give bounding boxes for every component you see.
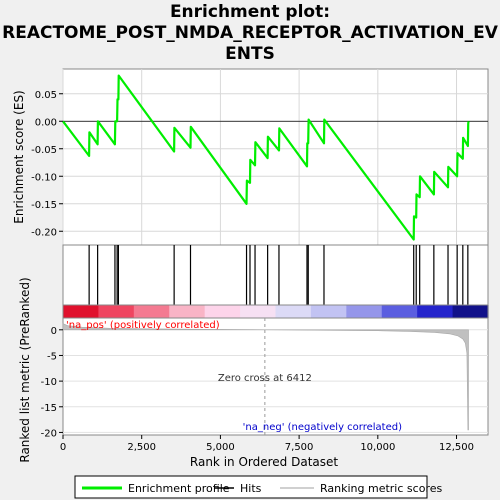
hits-panel: [62, 244, 489, 306]
rank-y-axis-label: Ranked list metric (PreRanked): [18, 277, 32, 462]
es-y-tick-label: 0.05: [35, 90, 57, 101]
es-y-tick-label: 0.00: [35, 117, 57, 128]
x-tick-label: 10,000: [360, 442, 395, 453]
heatmap-cell: [275, 305, 312, 318]
rank-y-tick-label: -5: [47, 351, 57, 362]
title-line-3: ENTS: [225, 44, 275, 64]
legend-box: [74, 475, 428, 499]
rank-y-tick-label: 0: [51, 326, 57, 337]
legend-label: Ranking metric scores: [320, 482, 442, 495]
es-y-axis: 0.05 0.00 -0.05 -0.10 -0.15 -0.20: [31, 90, 63, 238]
negative-correlation-label: 'na_neg' (negatively correlated): [243, 422, 402, 433]
heatmap-cell: [417, 305, 454, 318]
heatmap-cell: [310, 305, 347, 318]
heatmap-cell: [381, 305, 418, 318]
es-y-tick-label: -0.15: [31, 200, 57, 211]
heatmap-bar: [62, 304, 489, 319]
rank-y-tick-label: -20: [41, 428, 57, 439]
x-axis: 0 2,500 5,000 7,500 10,000 12,500: [60, 435, 474, 453]
x-tick-label: 0: [60, 442, 66, 453]
heatmap-cell: [169, 305, 206, 318]
hit-lines: [88, 245, 469, 305]
legend: Enrichment profile Hits Ranking metric sco…: [74, 475, 442, 499]
enrichment-profile-line: [62, 74, 470, 241]
es-y-tick-label: -0.10: [31, 172, 57, 183]
title-line-2: REACTOME_POST_NMDA_RECEPTOR_ACTIVATION_E…: [2, 23, 498, 43]
title-line-1: Enrichment plot:: [169, 2, 331, 22]
zero-cross-label: Zero cross at 6412: [218, 373, 312, 384]
positive-correlation-label: 'na_pos' (positively correlated): [66, 320, 220, 331]
heatmap-cell: [240, 305, 277, 318]
rank-panel: 'na_pos' (positively correlated) Zero cr…: [18, 277, 489, 463]
rank-y-axis: 0 -5 -10 -15 -20: [41, 326, 63, 439]
es-panel: 0.05 0.00 -0.05 -0.10 -0.15 -0.20 Enrichment …: [12, 68, 489, 246]
page-title: Enrichment plot: REACTOME_POST_NMDA_RECE…: [0, 2, 500, 65]
heatmap-cell: [452, 305, 489, 318]
es-y-tick-label: -0.20: [31, 227, 57, 238]
x-tick-label: 12,500: [439, 442, 474, 453]
heatmap-cell: [63, 305, 100, 318]
heatmap-cell: [204, 305, 241, 318]
es-y-tick-label: -0.05: [31, 145, 57, 156]
es-y-axis-label: Enrichment score (ES): [12, 90, 26, 223]
rank-y-tick-label: -15: [41, 403, 57, 414]
legend-label: Hits: [240, 482, 262, 495]
heatmap-cell: [346, 305, 383, 318]
x-tick-label: 7,500: [285, 442, 314, 453]
es-plot-area: [62, 68, 489, 246]
rank-y-tick-label: -10: [41, 377, 57, 388]
x-tick-label: 5,000: [206, 442, 235, 453]
heatmap-cell: [98, 305, 135, 318]
heatmap-cell: [133, 305, 170, 318]
ranking-metric-area: [62, 323, 469, 431]
x-axis-label: Rank in Ordered Dataset: [190, 455, 338, 469]
hits-plot-area: [62, 244, 489, 306]
rank-plot-area: [62, 317, 489, 436]
x-tick-label: 2,500: [127, 442, 156, 453]
legend-label: Enrichment profile: [128, 482, 230, 495]
